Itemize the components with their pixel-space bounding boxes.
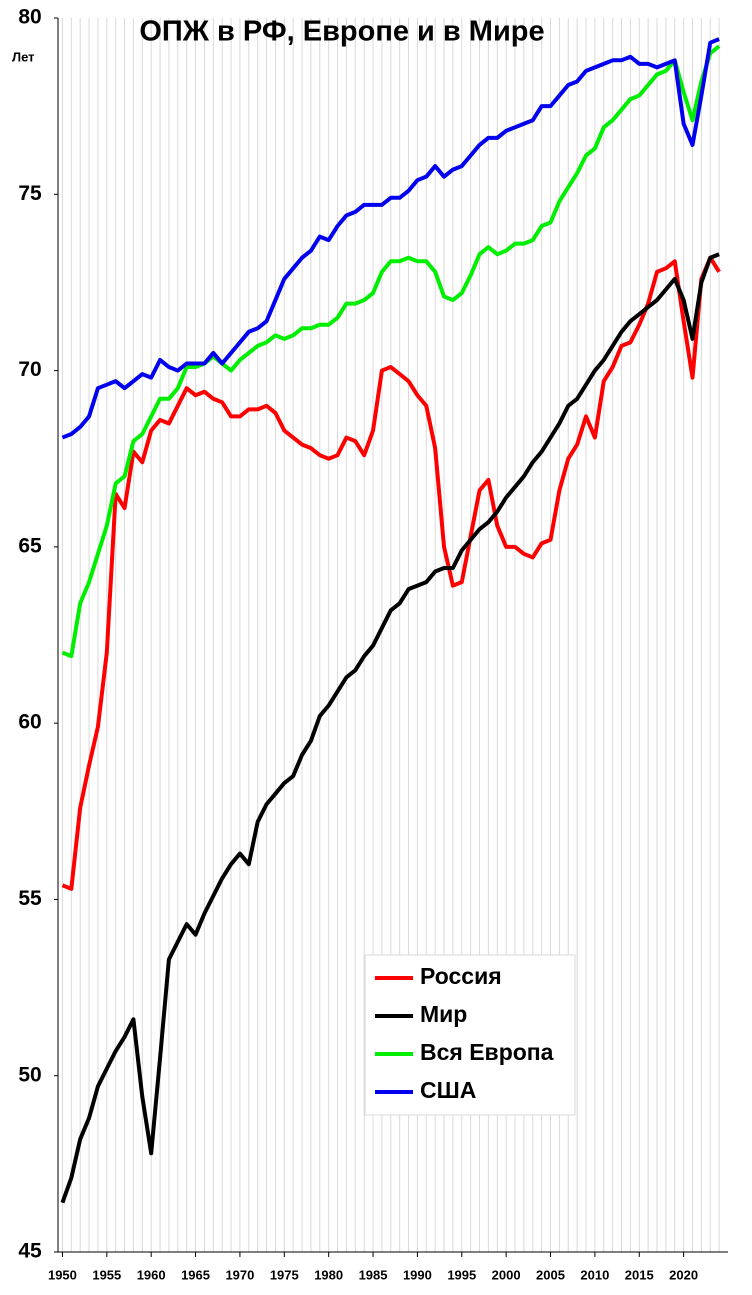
y-tick-label: 65 xyxy=(18,534,42,557)
x-tick-label: 1960 xyxy=(137,1267,166,1282)
legend-box xyxy=(364,954,576,1116)
x-tick-label: 1950 xyxy=(48,1267,77,1282)
x-tick-label: 1995 xyxy=(447,1267,476,1282)
y-tick-label: 75 xyxy=(18,182,42,205)
x-tick-label: 2020 xyxy=(669,1267,698,1282)
y-axis-label: Лет xyxy=(12,49,35,64)
y-tick-label: 50 xyxy=(18,1063,41,1086)
chart-title: ОПЖ в РФ, Европе и в Мире xyxy=(139,16,544,48)
y-tick-label: 45 xyxy=(18,1240,42,1263)
x-tick-label: 1980 xyxy=(314,1267,343,1282)
y-tick-label: 60 xyxy=(18,711,41,734)
x-tick-label: 1965 xyxy=(181,1267,210,1282)
x-tick-label: 2010 xyxy=(580,1267,609,1282)
x-tick-label: 1985 xyxy=(359,1267,388,1282)
x-tick-label: 2015 xyxy=(625,1267,654,1282)
y-tick-label: 55 xyxy=(18,887,42,910)
x-tick-label: 2005 xyxy=(536,1267,565,1282)
legend-label: США xyxy=(420,1077,476,1103)
x-tick-label: 1975 xyxy=(270,1267,299,1282)
series-line xyxy=(60,252,720,1204)
x-tick-label: 1955 xyxy=(92,1267,121,1282)
series-line xyxy=(61,37,720,440)
y-tick-label: 80 xyxy=(18,6,41,29)
x-tick-label: 1990 xyxy=(403,1267,432,1282)
x-tick-label: 2000 xyxy=(492,1267,521,1282)
series-line xyxy=(61,255,721,891)
x-tick-label: 1970 xyxy=(225,1267,254,1282)
y-tick-label: 70 xyxy=(18,358,41,381)
legend-label: Мир xyxy=(420,1001,467,1027)
legend-label: Россия xyxy=(420,963,502,989)
series-line xyxy=(61,44,721,659)
legend-label: Вся Европа xyxy=(420,1039,554,1065)
